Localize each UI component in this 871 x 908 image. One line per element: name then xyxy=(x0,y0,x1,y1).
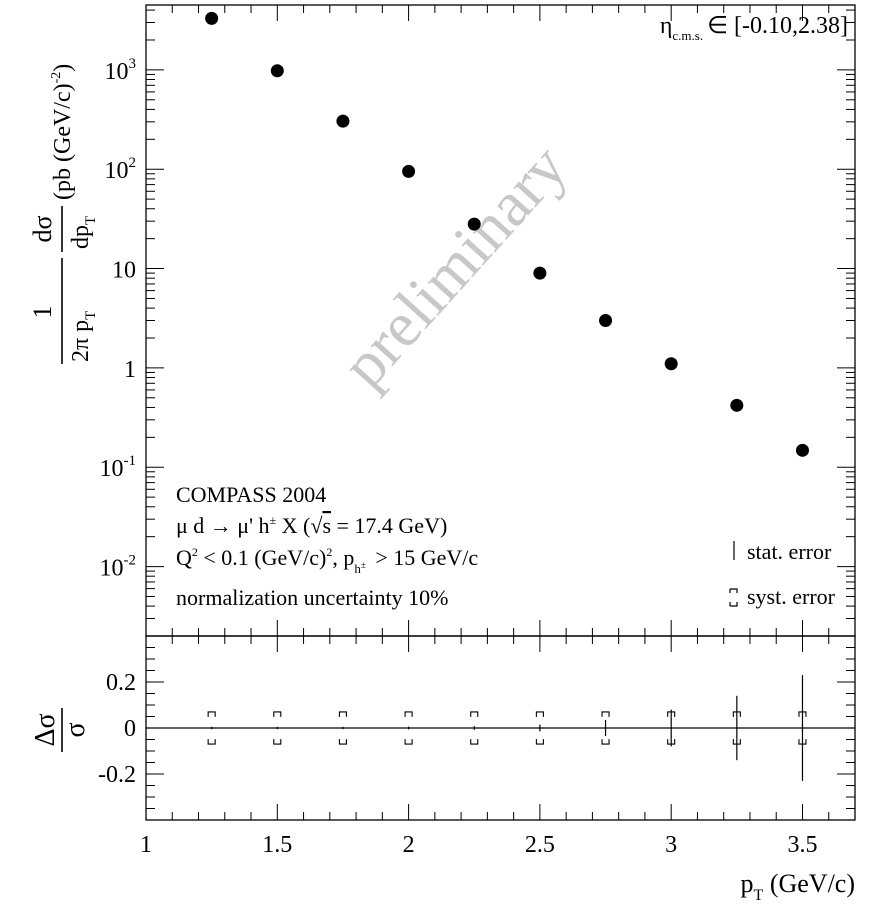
svg-text:σ: σ xyxy=(60,722,91,737)
y-tick-label: 10-1 xyxy=(100,453,137,482)
data-point xyxy=(336,114,350,128)
annotation-experiment: COMPASS 2004 xyxy=(176,482,326,507)
data-point xyxy=(599,314,613,327)
bottom-panel-points xyxy=(146,675,855,781)
y-tick-label: 103 xyxy=(105,56,137,85)
legend-stat-label: stat. error xyxy=(747,539,832,564)
watermark: preliminary xyxy=(328,131,581,400)
svg-text:dpT: dpT xyxy=(68,216,99,249)
syst-error-bracket xyxy=(667,711,676,745)
svg-text:dσ: dσ xyxy=(28,215,57,242)
syst-error-bracket xyxy=(338,711,347,745)
bottom-y-axis-label: Δσ σ xyxy=(30,708,91,752)
y-tick-label: 0.2 xyxy=(106,670,136,696)
x-tick-label: 3 xyxy=(665,832,677,858)
annotation-reaction: μ d → μ' h± X (√s = 17.4 GeV) xyxy=(176,513,447,538)
data-point xyxy=(205,11,219,25)
syst-error-bracket xyxy=(535,711,544,745)
eta-label: ηc.m.s. ∈ [-0.10,2.38] xyxy=(660,13,848,43)
syst-error-bracket xyxy=(798,711,807,745)
data-point xyxy=(664,357,678,371)
syst-error-bracket xyxy=(207,711,216,745)
top-y-axis-label: 1 2π pT dσ dpT (pb (GeV/c)-2) xyxy=(28,64,99,364)
syst-error-bracket xyxy=(601,711,610,745)
annotation-cuts: Q2 < 0.1 (GeV/c)2, ph± > 15 GeV/c xyxy=(176,545,478,576)
y-tick-label: 102 xyxy=(105,155,137,184)
x-tick-label: 1.5 xyxy=(262,832,292,858)
svg-text:1: 1 xyxy=(28,306,57,319)
legend-syst-marker xyxy=(729,588,738,607)
y-tick-label: 10-2 xyxy=(100,553,137,582)
x-tick-label: 2 xyxy=(403,832,415,858)
data-point xyxy=(730,398,744,412)
legend-syst-label: syst. error xyxy=(747,584,836,609)
y-tick-label: 10 xyxy=(112,258,136,284)
top-panel-points xyxy=(205,11,809,457)
x-tick-label: 1 xyxy=(140,832,152,858)
svg-text:2π pT: 2π pT xyxy=(68,311,99,362)
syst-error-bracket xyxy=(732,711,741,745)
annotation-normalization: normalization uncertainty 10% xyxy=(176,585,448,610)
data-point xyxy=(533,266,547,280)
x-axis-label: pT (GeV/c) xyxy=(741,869,855,904)
y-tick-label: 0 xyxy=(124,716,136,742)
x-tick-label: 3.5 xyxy=(787,832,817,858)
syst-error-bracket xyxy=(470,711,479,745)
data-point xyxy=(402,164,416,178)
data-point xyxy=(270,64,284,78)
svg-text:Δσ: Δσ xyxy=(30,713,61,746)
x-tick-label: 2.5 xyxy=(525,832,555,858)
y-tick-label: -0.2 xyxy=(98,762,136,788)
y-tick-label: 1 xyxy=(124,357,136,383)
svg-text:(pb (GeV/c)-2): (pb (GeV/c)-2) xyxy=(49,64,76,200)
syst-error-bracket xyxy=(273,711,282,745)
data-point xyxy=(795,443,809,457)
top-panel-ticks: 10-2 10-1 1 10 102 103 xyxy=(100,5,856,637)
bottom-panel-ticks: 1 1.5 2 2.5 3 3.5 -0.2 0 0.2 xyxy=(98,635,856,858)
syst-error-bracket xyxy=(404,711,413,745)
data-point xyxy=(467,217,481,231)
